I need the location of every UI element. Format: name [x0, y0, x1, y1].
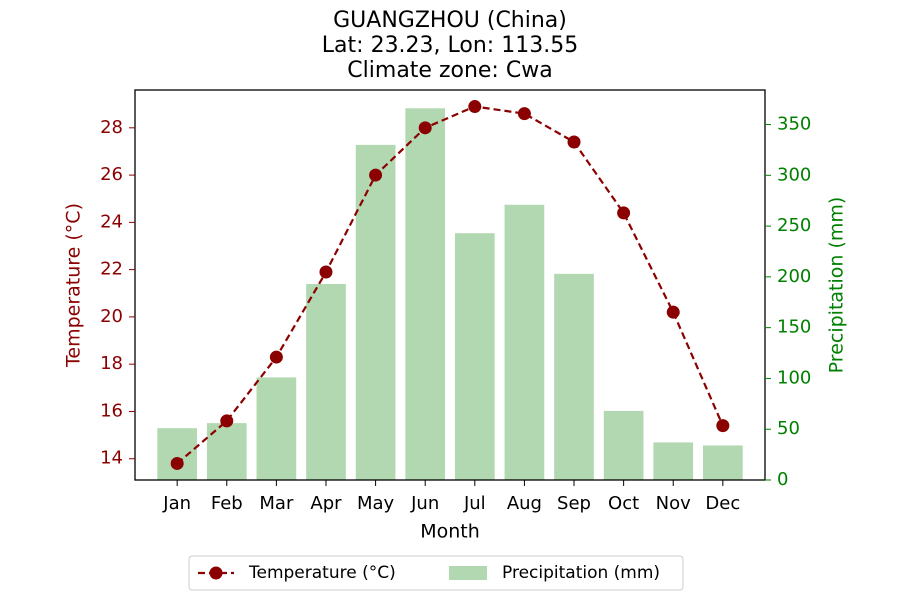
x-tick-label: Jan	[162, 493, 191, 514]
temp-point-oct	[617, 206, 631, 220]
x-tick-label: May	[357, 493, 395, 514]
x-tick-label: Aug	[507, 493, 542, 514]
precip-bar-dec	[702, 445, 743, 480]
legend: Temperature (°C) Precipitation (mm)	[188, 555, 684, 591]
temp-point-may	[369, 168, 383, 182]
precip-bar-may	[355, 144, 396, 480]
legend-box	[188, 555, 684, 591]
x-tick-label: Nov	[656, 493, 691, 514]
temp-point-dec	[716, 419, 730, 433]
precipitation-tick-label: 100	[777, 367, 811, 388]
temperature-axis: 14 16 18 20 22 24 26 28	[100, 117, 135, 469]
x-tick-label: Sep	[557, 493, 591, 514]
x-tick-label: Mar	[259, 493, 294, 514]
temp-point-sep	[567, 135, 581, 149]
temperature-line	[176, 105, 724, 465]
temperature-line-layer	[170, 100, 730, 470]
precip-bar-oct	[603, 410, 644, 480]
x-tick-label: Oct	[608, 493, 639, 514]
precipitation-tick-label: 50	[777, 418, 800, 439]
temp-point-jul	[468, 100, 482, 114]
chart-title-line-3: Climate zone: Cwa	[347, 58, 552, 83]
x-tick-label: Apr	[310, 493, 342, 514]
temperature-tick-label: 26	[100, 164, 123, 185]
temperature-tick-label: 14	[100, 448, 123, 469]
temperature-tick-label: 28	[100, 117, 123, 138]
temp-point-feb	[220, 414, 234, 428]
chart-title-line-1: GUANGZHOU (China)	[333, 8, 567, 33]
legend-precipitation-swatch	[449, 566, 487, 580]
temp-point-jan	[170, 456, 184, 470]
precipitation-tick-label: 250	[777, 215, 811, 236]
precip-bar-sep	[554, 273, 594, 480]
temp-point-nov	[666, 305, 680, 319]
x-tick-label: Jul	[463, 493, 486, 514]
temperature-tick-label: 20	[100, 306, 123, 327]
precipitation-tick-label: 350	[777, 114, 811, 135]
precip-bar-apr	[306, 283, 346, 480]
temperature-tick-label: 24	[100, 211, 123, 232]
precip-bar-jun	[405, 108, 446, 480]
temp-point-mar	[269, 350, 283, 364]
precip-bar-jul	[454, 233, 495, 480]
legend-temperature-marker	[209, 566, 223, 580]
temp-point-jun	[418, 121, 432, 135]
x-tick-label: Jun	[410, 493, 439, 514]
temperature-tick-label: 22	[100, 259, 123, 280]
x-axis: Jan Feb Mar Apr May Jun Jul Aug Sep Oct Nov Dec	[162, 480, 740, 514]
temperature-axis-label: Temperature (°C)	[63, 203, 85, 368]
precipitation-axis: 0 50 100 150 200 250 300 350	[765, 114, 811, 490]
legend-temperature-label: Temperature (°C)	[248, 563, 396, 583]
temperature-tick-label: 18	[100, 353, 123, 374]
temp-point-apr	[319, 265, 333, 279]
chart-title-line-2: Lat: 23.23, Lon: 113.55	[322, 33, 578, 58]
precipitation-tick-label: 300	[777, 164, 811, 185]
precipitation-tick-label: 150	[777, 317, 811, 338]
precip-bar-aug	[504, 204, 545, 480]
legend-precipitation-label: Precipitation (mm)	[502, 563, 660, 583]
precipitation-axis-label: Precipitation (mm)	[826, 197, 848, 374]
precipitation-bars	[157, 108, 743, 480]
temperature-tick-label: 16	[100, 400, 123, 421]
precip-bar-jan	[157, 428, 198, 480]
precipitation-tick-label: 200	[777, 266, 811, 287]
plot-frame	[134, 89, 766, 481]
temp-point-aug	[517, 107, 531, 121]
x-tick-label: Dec	[705, 493, 740, 514]
x-axis-label: Month	[420, 521, 480, 543]
precip-bar-mar	[256, 377, 297, 480]
precip-bar-nov	[653, 442, 694, 480]
precipitation-tick-label: 0	[777, 469, 788, 490]
x-tick-label: Feb	[211, 493, 243, 514]
